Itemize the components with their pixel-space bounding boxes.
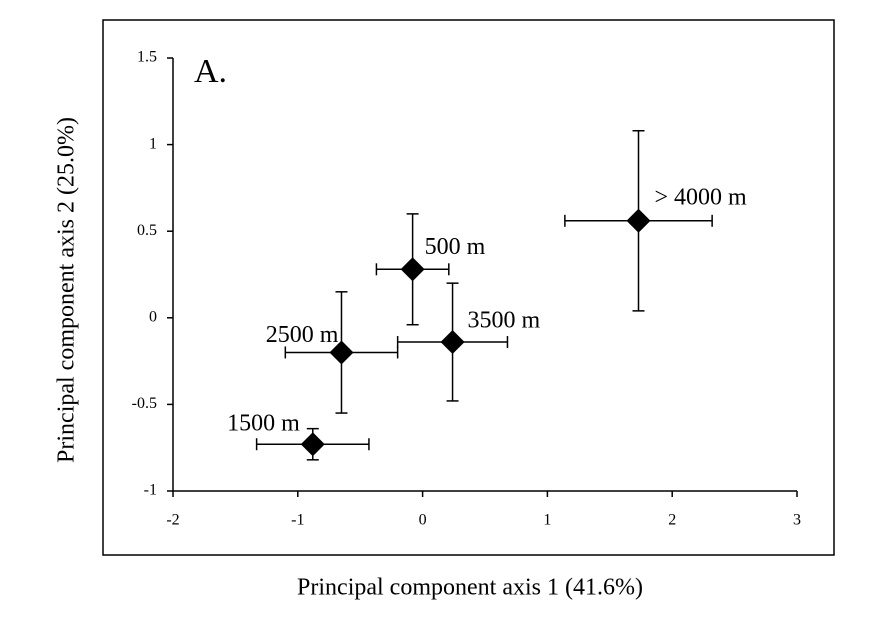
point [440,330,465,355]
x-tick-label: 1 [543,512,551,529]
x-axis-title: Principal component axis 1 (41.6%) [297,575,643,601]
frame [102,19,835,556]
point-label: 3500 m [468,308,541,334]
y-tick-label: 1 [149,135,157,152]
y-tick-label: 1.5 [137,49,157,66]
y-tick-label: 0.5 [137,222,157,239]
x-tick-label: 2 [668,512,676,529]
x-tick-label: -1 [291,512,304,529]
x-tick-label: 3 [793,512,801,529]
x-tick-label: -2 [166,512,179,529]
y-tick-label: -0.5 [132,395,157,412]
x-tick-label: 0 [419,512,427,529]
point [400,257,425,282]
point-label: > 4000 m [655,184,748,210]
panel-label: A. [194,53,227,90]
point [329,340,354,365]
y-tick-label: -1 [144,482,157,499]
point-label: 500 m [425,234,486,260]
point [626,208,651,233]
y-tick-label: 0 [149,308,157,325]
point-label: 2500 m [266,322,339,348]
y-axis-title: Principal component axis 2 (25.0%) [54,117,80,463]
point [300,432,325,457]
point-label: 1500 m [227,411,300,437]
